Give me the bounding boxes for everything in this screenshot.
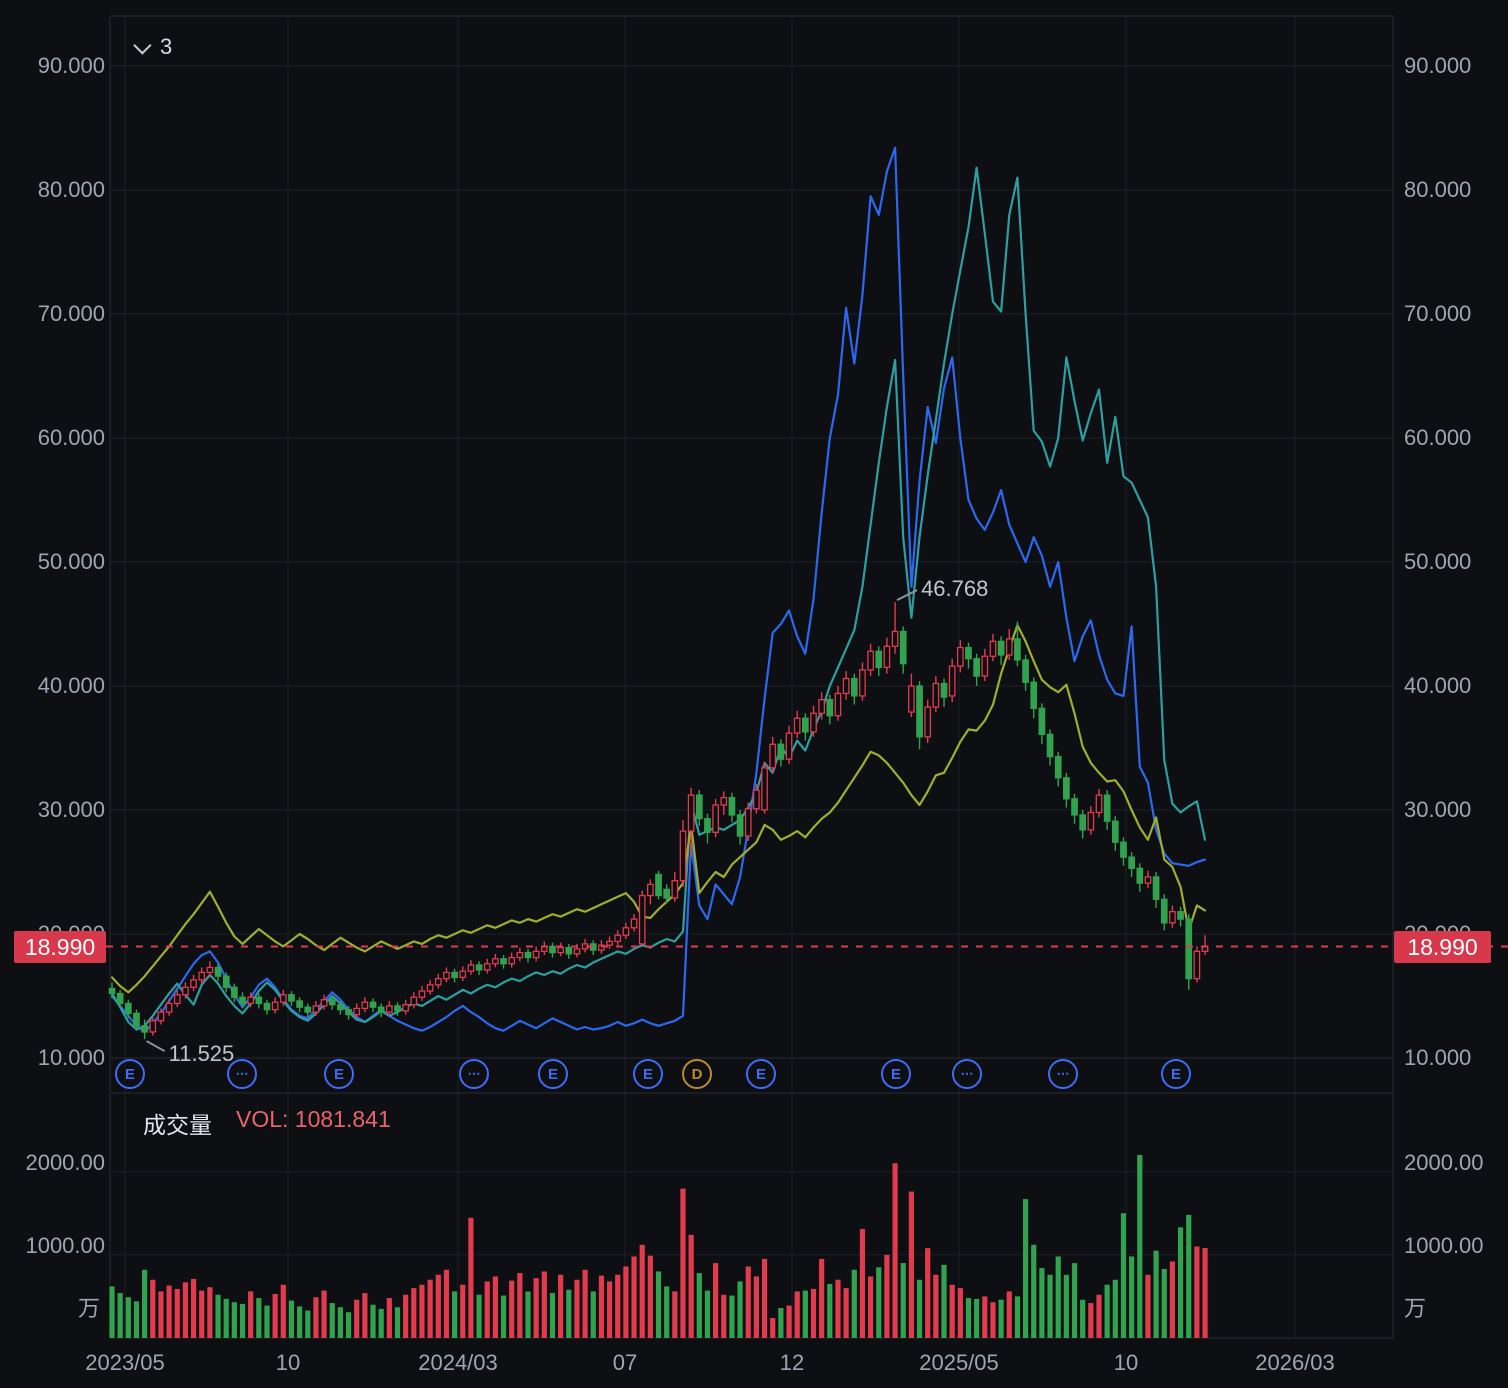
event-badge-more[interactable]: ⋯ <box>1048 1059 1078 1089</box>
volume-axis-label-right: 2000.00 <box>1404 1149 1484 1175</box>
volume-axis-label-left: 1000.00 <box>25 1232 105 1258</box>
event-badge-e[interactable]: E <box>538 1059 568 1089</box>
event-badge-d[interactable]: D <box>682 1059 712 1089</box>
overlay-line-blue <box>110 146 1207 1034</box>
price-axis-label-left: 80.000 <box>37 177 105 202</box>
price-axis-label-left: 30.000 <box>37 797 105 822</box>
volume-header: 成交量 VOL: 1081.841 <box>143 1106 391 1140</box>
event-badge-e[interactable]: E <box>324 1059 354 1089</box>
x-axis-label: 10 <box>275 1350 301 1375</box>
high-annotation: 46.768 <box>921 576 989 602</box>
last-price-tag-left: 18.990 <box>14 931 106 963</box>
volume-value-label: VOL: 1081.841 <box>236 1106 391 1132</box>
event-badge-e[interactable]: E <box>746 1059 776 1089</box>
event-badge-e[interactable]: E <box>115 1059 145 1089</box>
overlay-line-teal <box>110 166 1207 1031</box>
event-badge-more[interactable]: ⋯ <box>227 1059 257 1089</box>
price-axis-label-left: 70.000 <box>37 301 105 326</box>
price-axis-label-right: 70.000 <box>1404 301 1472 326</box>
event-badge-e[interactable]: E <box>881 1059 911 1089</box>
x-axis-label: 2026/03 <box>1255 1350 1335 1375</box>
volume-title: 成交量 <box>143 1112 212 1138</box>
price-axis-label-right: 50.000 <box>1404 549 1472 574</box>
x-axis-label: 07 <box>612 1350 638 1375</box>
volume-unit-label-left: 万 <box>77 1296 100 1321</box>
x-axis-label: 10 <box>1113 1350 1139 1375</box>
last-price-tag-right: 18.990 <box>1394 931 1491 963</box>
price-axis-label-right: 10.000 <box>1404 1045 1472 1070</box>
price-axis-label-left: 10.000 <box>37 1045 105 1070</box>
volume-unit-label-right: 万 <box>1404 1296 1427 1321</box>
high-annotation-pointer <box>896 589 918 601</box>
price-axis-label-left: 50.000 <box>37 549 105 574</box>
price-axis-label-right: 60.000 <box>1404 425 1472 450</box>
indicator-collapse-toggle[interactable]: 3 <box>133 34 173 60</box>
price-axis-label-right: 80.000 <box>1404 177 1472 202</box>
event-badge-e[interactable]: E <box>633 1059 663 1089</box>
price-axis-label-left: 40.000 <box>37 673 105 698</box>
event-badge-more[interactable]: ⋯ <box>952 1059 982 1089</box>
x-axis-label: 12 <box>779 1350 805 1375</box>
price-axis-label-left: 60.000 <box>37 425 105 450</box>
price-axis-label-right: 90.000 <box>1404 53 1472 78</box>
event-badge-more[interactable]: ⋯ <box>459 1059 489 1089</box>
price-axis-label-right: 30.000 <box>1404 797 1472 822</box>
volume-axis-label-right: 1000.00 <box>1404 1232 1484 1258</box>
candlesticks <box>108 602 1209 1040</box>
x-axis-label: 2025/05 <box>919 1350 999 1375</box>
price-axis-label-right: 40.000 <box>1404 673 1472 698</box>
price-axis-label-left: 90.000 <box>37 53 105 78</box>
event-badge-e[interactable]: E <box>1161 1059 1191 1089</box>
overlay-line-olive <box>110 624 1207 994</box>
x-axis-label: 2023/05 <box>85 1350 165 1375</box>
volume-bars <box>109 1154 1208 1338</box>
indicator-count: 3 <box>160 34 173 59</box>
low-annotation: 11.525 <box>168 1041 235 1067</box>
gridlines <box>109 15 1394 1339</box>
low-annotation-pointer <box>146 1040 166 1052</box>
volume-axis-label-left: 2000.00 <box>25 1149 105 1175</box>
x-axis-label: 2024/03 <box>418 1350 498 1375</box>
